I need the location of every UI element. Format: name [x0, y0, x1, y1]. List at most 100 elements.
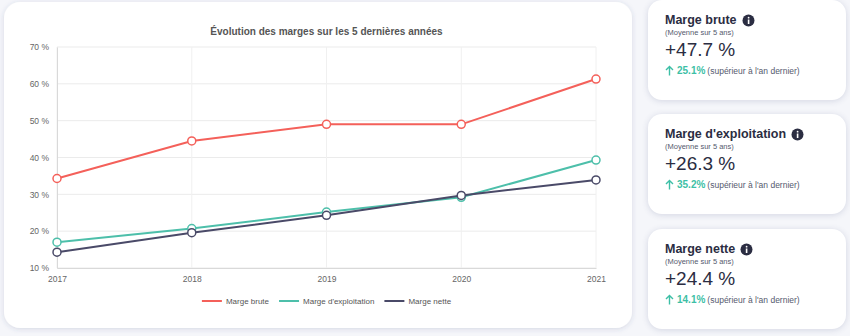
x-tick: 2017 — [48, 268, 67, 284]
chart-card — [4, 2, 632, 328]
plot-area — [53, 75, 600, 256]
x-tick-label: 2020 — [452, 274, 471, 284]
kpi-title-row: Marge brute — [665, 13, 846, 27]
info-icon-bg — [792, 128, 804, 140]
point[interactable] — [592, 75, 600, 83]
point[interactable] — [188, 229, 196, 237]
point[interactable] — [323, 120, 331, 128]
kpi-value: +26.3 % — [665, 153, 846, 175]
legend-label: Marge brute — [226, 297, 270, 306]
kpi-change: 25.1% — [677, 65, 705, 76]
y-tick-label: 50 % — [30, 116, 50, 126]
kpi-title-row: Marge nette — [665, 242, 846, 256]
point[interactable] — [188, 137, 196, 145]
x-tick: 2018 — [183, 268, 202, 284]
info-icon-dot — [797, 130, 799, 132]
kpi-change: 14.1% — [677, 294, 705, 305]
info-icon-dot — [746, 245, 748, 247]
grid-line-x — [461, 47, 462, 268]
kpi-card: Marge brute(Moyenne sur 5 ans) +47.7 % 25.… — [648, 0, 846, 100]
kpi-value: +47.7 % — [665, 39, 846, 61]
info-icon-dot — [747, 16, 749, 18]
legend-swatch — [384, 300, 404, 302]
line-series — [57, 79, 596, 178]
legend: Marge brute Marge d'exploitation Marge net… — [202, 297, 452, 306]
kpi-title-row: Marge d'exploitation — [665, 127, 846, 141]
y-tick-label: 70 % — [30, 42, 50, 52]
y-tick: 40 % — [30, 153, 57, 163]
point[interactable] — [53, 238, 61, 246]
up-arrow-path — [666, 296, 673, 305]
line-series — [57, 180, 596, 252]
point[interactable] — [53, 248, 61, 256]
legend-item[interactable]: Marge nette — [384, 297, 451, 306]
x-tick-label: 2021 — [587, 274, 606, 284]
y-tick: 60 % — [30, 79, 57, 89]
up-arrow-path — [666, 67, 673, 76]
point[interactable] — [53, 174, 61, 182]
point[interactable] — [457, 120, 465, 128]
kpi-card: Marge d'exploitation(Moyenne sur 5 ans) +… — [648, 114, 846, 214]
kpi-title: Marge brute — [665, 13, 737, 27]
chart-title: Évolution des marges sur les 5 dernières… — [210, 25, 443, 37]
x-axis: 2017 2018 2019 2020 2021 — [48, 268, 606, 284]
legend-swatch — [279, 300, 299, 302]
kpi-subtitle: (Moyenne sur 5 ans) — [665, 257, 846, 266]
point[interactable] — [592, 176, 600, 184]
info-icon-bar — [746, 248, 748, 253]
kpi-subtitle: (Moyenne sur 5 ans) — [665, 28, 846, 37]
y-tick: 50 % — [30, 116, 57, 126]
grid — [57, 47, 596, 268]
legend-item[interactable]: Marge d'exploitation — [279, 297, 374, 306]
kpi-change-row: 35.2%(supérieur à l'an dernier) — [665, 179, 846, 190]
kpi-subtitle: (Moyenne sur 5 ans) — [665, 142, 846, 151]
info-icon-bg — [741, 243, 753, 255]
y-tick-label: 20 % — [30, 226, 50, 236]
kpi-card: Marge nette(Moyenne sur 5 ans) +24.4 % 14.… — [648, 229, 846, 329]
y-axis: 10 % 20 % 30 % 40 % 50 % 60 % 70 % — [30, 42, 58, 273]
x-tick-label: 2017 — [48, 274, 67, 284]
grid-line-x — [57, 47, 58, 268]
kpi-title: Marge d'exploitation — [665, 127, 786, 141]
line-series — [57, 160, 596, 242]
y-axis-line — [57, 48, 58, 269]
point[interactable] — [592, 156, 600, 164]
kpi-change-text: (supérieur à l'an dernier) — [707, 180, 799, 190]
info-icon-bg — [742, 14, 754, 26]
kpi-value: +24.4 % — [665, 268, 846, 290]
info-icon-bar — [747, 19, 749, 24]
kpi-change: 35.2% — [677, 179, 705, 190]
y-tick-label: 60 % — [30, 79, 50, 89]
info-icon-bar — [797, 133, 799, 138]
x-tick-label: 2019 — [318, 274, 337, 284]
info-icon[interactable] — [742, 14, 755, 27]
x-tick: 2019 — [318, 268, 337, 284]
x-tick: 2021 — [587, 268, 606, 284]
y-tick-label: 40 % — [30, 153, 50, 163]
y-tick: 70 % — [30, 42, 57, 52]
legend-item[interactable]: Marge brute — [202, 297, 270, 306]
kpi-change-row: 25.1%(supérieur à l'an dernier) — [665, 65, 846, 76]
x-tick: 2020 — [452, 268, 471, 284]
info-icon[interactable] — [740, 243, 753, 256]
up-arrow-path — [666, 181, 673, 190]
kpi-change-text: (supérieur à l'an dernier) — [707, 295, 799, 305]
point[interactable] — [323, 211, 331, 219]
x-tick-label: 2018 — [183, 274, 202, 284]
chart-svg: Évolution des marges sur les 5 dernières… — [0, 0, 640, 336]
legend-swatch — [202, 300, 222, 302]
up-arrow — [665, 294, 674, 305]
y-tick: 30 % — [30, 190, 57, 200]
point[interactable] — [457, 191, 465, 199]
kpi-change-text: (supérieur à l'an dernier) — [707, 66, 799, 76]
legend-label: Marge nette — [408, 297, 451, 306]
info-icon[interactable] — [791, 128, 804, 141]
y-tick: 10 % — [30, 263, 57, 273]
y-tick-label: 30 % — [30, 190, 50, 200]
kpi-title: Marge nette — [665, 242, 735, 256]
kpi-change-row: 14.1%(supérieur à l'an dernier) — [665, 294, 846, 305]
y-tick: 20 % — [30, 226, 57, 236]
up-arrow — [665, 65, 674, 76]
legend-label: Marge d'exploitation — [303, 297, 374, 306]
up-arrow — [665, 179, 674, 190]
